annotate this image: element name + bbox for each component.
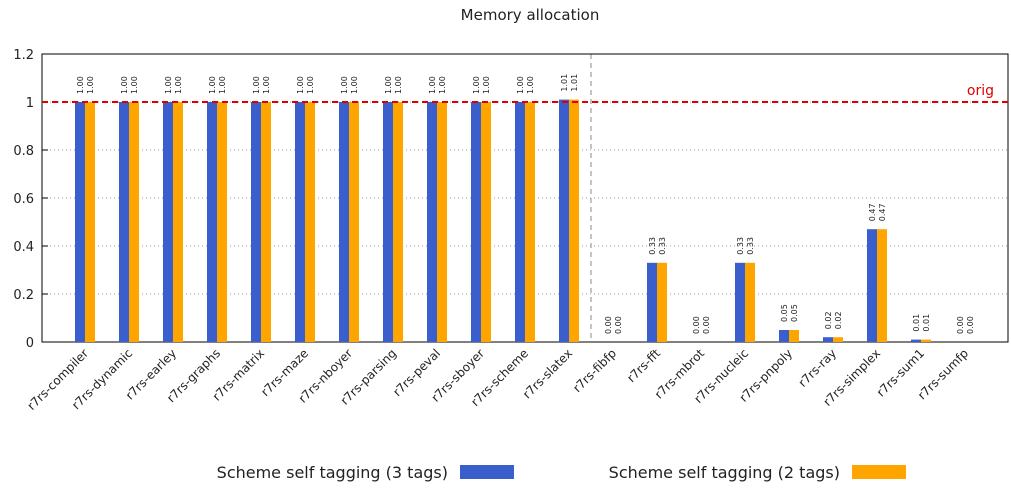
bar [867, 229, 877, 342]
value-label: 0.00 [956, 316, 965, 334]
value-label: 1.00 [208, 76, 217, 94]
value-label: 1.00 [130, 76, 139, 94]
value-label: 1.00 [516, 76, 525, 94]
value-label: 1.00 [428, 76, 437, 94]
bar [119, 102, 129, 342]
bar [393, 102, 403, 342]
value-label: 1.00 [86, 76, 95, 94]
value-label: 1.01 [560, 74, 569, 92]
bar [129, 102, 139, 342]
y-tick-label: 0.6 [13, 192, 34, 207]
value-label: 0.01 [922, 314, 931, 332]
value-label: 0.05 [790, 304, 799, 322]
value-label: 1.01 [570, 74, 579, 92]
value-label: 0.00 [604, 316, 613, 334]
y-tick-label: 0 [26, 336, 34, 351]
bar [515, 102, 525, 342]
bar [745, 262, 755, 342]
value-label: 1.00 [164, 76, 173, 94]
bar [75, 102, 85, 342]
bar [877, 229, 887, 342]
bar [173, 102, 183, 342]
value-label: 0.00 [614, 316, 623, 334]
value-label: 1.00 [472, 76, 481, 94]
legend-label: Scheme self tagging (2 tags) [609, 463, 840, 482]
y-tick-label: 0.4 [13, 240, 34, 255]
value-label: 0.02 [834, 311, 843, 329]
bar [163, 102, 173, 342]
bar [295, 102, 305, 342]
bar [735, 262, 745, 342]
y-tick-label: 1 [26, 96, 34, 111]
value-label: 1.00 [350, 76, 359, 94]
reference-label: orig [967, 83, 994, 99]
bar [427, 102, 437, 342]
legend-swatch [852, 465, 906, 479]
bar [559, 99, 569, 342]
bar [207, 102, 217, 342]
value-label: 0.00 [966, 316, 975, 334]
x-tick-label: r7rs-fft [624, 346, 663, 385]
value-label: 1.00 [296, 76, 305, 94]
value-label: 1.00 [218, 76, 227, 94]
y-tick-label: 0.2 [13, 288, 34, 303]
bar [251, 102, 261, 342]
value-label: 1.00 [394, 76, 403, 94]
value-label: 0.02 [824, 311, 833, 329]
value-label: 1.00 [252, 76, 261, 94]
value-label: 0.47 [878, 203, 887, 221]
bar [471, 102, 481, 342]
bar [383, 102, 393, 342]
value-label: 0.33 [746, 237, 755, 255]
x-tick-label: r7rs-ray [796, 346, 839, 389]
bar [647, 262, 657, 342]
bar [349, 102, 359, 342]
value-label: 1.00 [174, 76, 183, 94]
bar [339, 102, 349, 342]
value-label: 0.01 [912, 314, 921, 332]
bar [921, 339, 931, 342]
bar [305, 102, 315, 342]
value-label: 0.00 [692, 316, 701, 334]
value-label: 1.00 [262, 76, 271, 94]
bar [217, 102, 227, 342]
y-tick-label: 1.2 [13, 48, 34, 63]
bar [525, 102, 535, 342]
bar [789, 330, 799, 342]
value-label: 1.00 [76, 76, 85, 94]
value-label: 1.00 [438, 76, 447, 94]
bar [437, 102, 447, 342]
legend-swatch [460, 465, 514, 479]
bar [261, 102, 271, 342]
value-label: 0.00 [702, 316, 711, 334]
value-label: 0.05 [780, 304, 789, 322]
value-label: 0.33 [648, 237, 657, 255]
bar [833, 337, 843, 342]
value-label: 1.00 [340, 76, 349, 94]
value-label: 1.00 [526, 76, 535, 94]
value-label: 1.00 [120, 76, 129, 94]
x-tick-label: r7rs-fibfp [570, 346, 619, 395]
value-label: 0.33 [736, 237, 745, 255]
bar [911, 339, 921, 342]
bar [85, 102, 95, 342]
value-label: 1.00 [306, 76, 315, 94]
value-label: 0.47 [868, 203, 877, 221]
chart-title: Memory allocation [461, 6, 600, 24]
bar [481, 102, 491, 342]
bar [569, 99, 579, 342]
bar [779, 330, 789, 342]
value-label: 1.00 [384, 76, 393, 94]
legend-label: Scheme self tagging (3 tags) [217, 463, 448, 482]
value-label: 0.33 [658, 237, 667, 255]
value-label: 1.00 [482, 76, 491, 94]
bar [823, 337, 833, 342]
bar [657, 262, 667, 342]
y-tick-label: 0.8 [13, 144, 34, 159]
